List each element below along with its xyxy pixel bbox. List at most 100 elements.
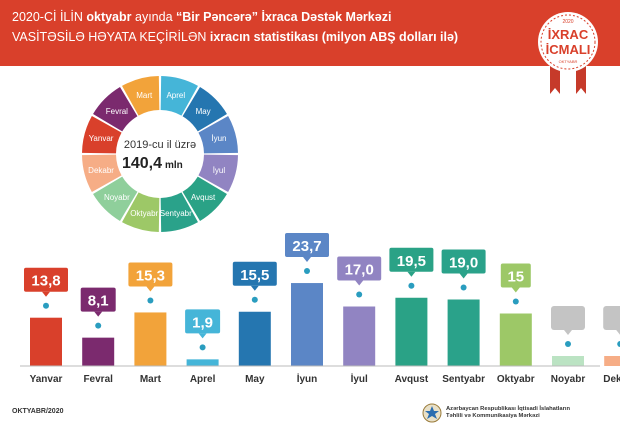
category-label: Sentyabr	[442, 374, 485, 385]
wheel-label: Sentyabr	[160, 209, 192, 218]
wheel-segment	[160, 192, 198, 232]
value-label: 1,9	[192, 314, 213, 331]
footer-date: OKTYABR/2020	[12, 408, 64, 415]
callout-dot	[95, 322, 102, 329]
value-label: 17,0	[345, 262, 374, 279]
badge-line1: İXRAC	[548, 27, 589, 42]
category-label: Noyabr	[551, 374, 586, 385]
wheel-label: May	[196, 107, 211, 116]
footer-org-line2: Təhlili və Kommunikasiya Mərkəzi	[446, 413, 540, 419]
value-label: 8,1	[88, 293, 109, 310]
category-label: Dekabr	[603, 374, 620, 385]
value-label: 19,0	[449, 255, 478, 272]
footer-org: Azərbaycan Respublikası İqtisadi İslahat…	[422, 402, 612, 424]
header-line1-month: oktyabr	[86, 10, 132, 24]
callout-dot	[512, 298, 519, 305]
callout-dot	[304, 268, 310, 275]
bar-placeholder	[604, 356, 620, 366]
wheel-label: Aprel	[166, 91, 185, 100]
wheel-segment	[93, 176, 138, 221]
callout-pointer	[303, 257, 311, 263]
category-label: Oktyabr	[497, 374, 535, 385]
wheel-label: Noyabr	[104, 193, 130, 202]
wheel-center-caption: 2019-cu il üzrə	[124, 139, 196, 151]
wheel-center-unit: mln	[165, 160, 183, 171]
callout-pointer	[564, 330, 572, 335]
callout-empty	[551, 306, 585, 330]
value-label: 15,5	[240, 267, 269, 284]
export-review-badge: 2020 İXRAC İCMALI OKTYABR	[538, 12, 598, 94]
badge-line2: İCMALI	[546, 42, 591, 57]
callout-dot	[147, 297, 154, 304]
bar-placeholder	[552, 356, 584, 366]
bar	[186, 359, 219, 366]
bar	[291, 283, 323, 366]
callout-pointer	[355, 280, 364, 286]
wheel-segment	[82, 116, 122, 154]
callout-empty	[603, 306, 620, 330]
bar	[447, 299, 480, 366]
callout-pointer	[146, 286, 155, 292]
callout-pointer	[42, 291, 50, 297]
bar	[82, 337, 115, 366]
header-line1-center: “Bir Pəncərə” İxraca Dəstək Mərkəzi	[176, 10, 392, 24]
callout-pointer	[407, 271, 416, 277]
wheel-segment	[93, 87, 138, 132]
callout-dot	[43, 302, 49, 309]
header-line1-prefix: 2020-Cİ İLİN	[12, 10, 83, 24]
monthly-export-chart: Mart AprelMayİyunİyulAvqustSentyabrOktyab…	[20, 76, 620, 385]
bar	[343, 306, 376, 366]
wheel-label: İyun	[211, 134, 226, 143]
value-callout	[24, 267, 68, 292]
callout-dot	[356, 291, 363, 298]
emblem-icon	[422, 403, 442, 423]
footer-org-line1: Azərbaycan Respublikası İqtisadi İslahat…	[446, 406, 571, 412]
wheel-segment	[160, 76, 198, 116]
header-line2-bold: ixracın statistikası (milyon ABŞ dolları…	[209, 30, 459, 44]
bar	[30, 317, 62, 366]
header-line1-mid: ayında	[135, 10, 173, 24]
value-callout	[441, 249, 486, 274]
callout-dot	[617, 341, 620, 347]
callout-dot	[460, 284, 467, 291]
wheel-segment	[198, 154, 238, 192]
bar	[238, 311, 271, 366]
month-wheel: Mart Aprel May İyun İyul Avqust SentyabrOktyab…	[82, 76, 238, 232]
wheel-label: Oktyabr	[130, 209, 158, 218]
value-label: 23,7	[292, 238, 321, 255]
value-label: 15	[507, 269, 524, 286]
category-label: İyul	[351, 372, 368, 385]
badge-sub: OKTYABR	[559, 59, 578, 64]
value-callout	[500, 263, 531, 288]
header-line2-caps: VASİTƏSİLƏ HƏYATA KEÇİRİLƏN	[12, 30, 207, 44]
callout-pointer	[459, 273, 468, 279]
wheel-segment	[182, 176, 227, 221]
wheel-center	[118, 112, 202, 196]
bar	[499, 313, 532, 366]
header-line-2: VASİTƏSİLƏ HƏYATA KEÇİRİLƏN ixracın stat…	[12, 30, 458, 44]
callout-pointer	[616, 330, 620, 335]
category-label: May	[245, 374, 265, 385]
wheel-segment	[122, 192, 160, 232]
badge-year: 2020	[562, 19, 573, 25]
wheel-label: Yanvar	[89, 134, 114, 143]
value-label: 13,8	[31, 273, 60, 290]
value-label: 19,5	[397, 253, 426, 270]
value-callout	[285, 233, 329, 258]
wheel-segment	[198, 116, 238, 154]
header-line-1: 2020-Cİ İLİN oktyabr ayında “Bir Pəncərə…	[12, 10, 391, 24]
wheel-label: İyul	[213, 166, 226, 175]
value-callout	[80, 287, 116, 312]
category-label: Aprel	[190, 374, 216, 385]
header-banner: 2020-Cİ İLİN oktyabr ayında “Bir Pəncərə…	[0, 0, 620, 66]
bar-series: 13,8 Yanvar 8,1 Fevral 15,3 Mart 1,9 Aprel 15,5 M…	[24, 233, 620, 385]
bar	[134, 312, 167, 366]
bar	[395, 297, 428, 366]
callout-dot	[408, 282, 415, 289]
wheel-center-value: 140,4	[122, 155, 162, 172]
value-callout	[128, 262, 173, 287]
wheel-label: Avqust	[191, 193, 216, 202]
value-callout	[185, 309, 221, 334]
wheel-segment	[122, 76, 160, 116]
value-callout	[389, 247, 434, 272]
